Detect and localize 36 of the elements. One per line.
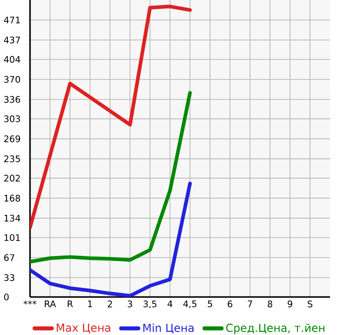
y-tick-label: 303 bbox=[4, 115, 20, 122]
y-tick-label: 202 bbox=[4, 174, 20, 182]
y-tick-label: 168 bbox=[4, 194, 20, 202]
legend-label: Max Цена bbox=[56, 324, 110, 334]
y-tick-label: 370 bbox=[4, 76, 20, 83]
y-tick-label: 67 bbox=[4, 254, 14, 261]
line-series bbox=[30, 182, 192, 298]
y-tick-label: 0 bbox=[4, 294, 9, 300]
x-tick-label: 4 bbox=[168, 300, 172, 308]
y-tick-label: 235 bbox=[4, 155, 20, 162]
x-tick-label: 6 bbox=[228, 300, 232, 308]
line-series bbox=[30, 91, 192, 264]
x-tick-label: 3,5 bbox=[144, 300, 156, 308]
x-tick-label: 2 bbox=[108, 300, 112, 308]
y-tick-label: 269 bbox=[4, 135, 20, 142]
legend-label: Min Цена bbox=[143, 323, 194, 334]
x-tick-label: 9 bbox=[288, 300, 292, 308]
x-tick-label: RA bbox=[44, 300, 56, 308]
y-tick-label: 471 bbox=[4, 16, 20, 24]
y-tick-label: 101 bbox=[4, 234, 20, 241]
x-tick-label: *** bbox=[24, 300, 36, 305]
x-tick-label: 1 bbox=[88, 300, 92, 308]
legend-label: Сред.Цена, т.йен bbox=[226, 323, 324, 334]
x-tick-label: R bbox=[68, 300, 73, 308]
y-tick-label: 404 bbox=[4, 56, 20, 63]
x-tick-label: 4,5 bbox=[183, 300, 196, 308]
y-tick-label: 437 bbox=[4, 36, 20, 44]
y-tick-label: 134 bbox=[4, 214, 20, 222]
y-tick-label: 336 bbox=[4, 96, 20, 103]
line-series bbox=[30, 4, 192, 230]
x-tick-label: 3 bbox=[128, 300, 132, 308]
x-tick-label: 5 bbox=[208, 300, 212, 308]
x-tick-label: 7 bbox=[248, 300, 252, 308]
x-tick-label: S bbox=[308, 300, 312, 308]
y-tick-label: 33 bbox=[4, 274, 14, 281]
x-tick-label: 8 bbox=[268, 300, 272, 308]
